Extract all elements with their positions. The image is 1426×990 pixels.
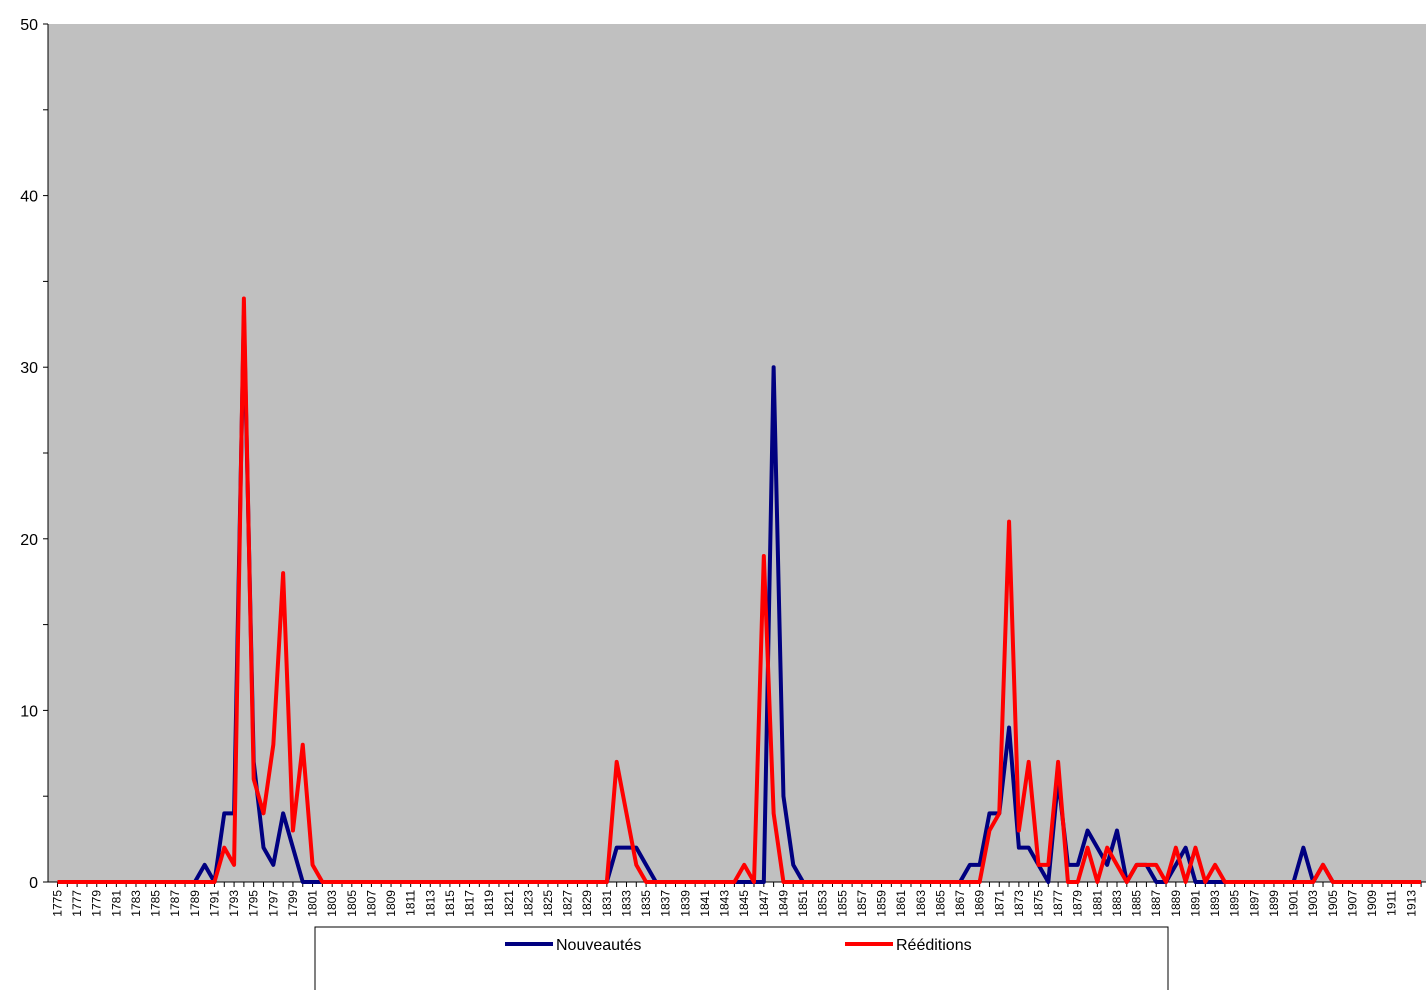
x-tick-label: 1853 xyxy=(816,890,830,917)
y-axis: 0 10 20 30 40 50 xyxy=(20,17,49,892)
x-tick-label: 1839 xyxy=(678,890,692,917)
x-tick-label: 1787 xyxy=(168,890,182,917)
x-tick-label: 1903 xyxy=(1306,890,1320,917)
x-tick-label: 1813 xyxy=(423,890,437,917)
y-tick-label: 30 xyxy=(20,360,38,377)
x-tick-label: 1831 xyxy=(600,890,614,917)
x-tick-label: 1873 xyxy=(1012,890,1026,917)
x-tick-label: 1909 xyxy=(1365,890,1379,917)
series-line-1 xyxy=(57,313,1422,884)
x-tick-label: 1905 xyxy=(1326,890,1340,917)
y-tick-label: 50 xyxy=(20,17,38,34)
x-tick-label: 1835 xyxy=(639,890,653,917)
x-tick-label: 1877 xyxy=(1051,890,1065,917)
y-tick-label: 10 xyxy=(20,703,38,720)
x-tick-label: 1791 xyxy=(207,890,221,917)
x-tick-label: 1815 xyxy=(443,890,457,917)
x-tick-label: 1777 xyxy=(70,890,84,917)
x-tick-label: 1881 xyxy=(1090,890,1104,917)
x-tick-label: 1819 xyxy=(482,890,496,917)
x-tick-label: 1855 xyxy=(835,890,849,917)
x-tick-label: 1897 xyxy=(1247,890,1261,917)
x-tick-label: 1841 xyxy=(698,890,712,917)
x-tick-label: 1867 xyxy=(953,890,967,917)
x-tick-label: 1795 xyxy=(247,890,261,917)
x-tick-label: 1889 xyxy=(1169,890,1183,917)
x-tick-label: 1857 xyxy=(855,890,869,917)
x-tick-label: 1803 xyxy=(325,890,339,917)
series-line-2 xyxy=(57,296,1422,884)
x-tick-label: 1823 xyxy=(521,890,535,917)
x-tick-label: 1893 xyxy=(1208,890,1222,917)
x-tick-label: 1851 xyxy=(796,890,810,917)
x-tick-label: 1885 xyxy=(1130,890,1144,917)
x-tick-label: 1911 xyxy=(1385,890,1399,916)
y-tick-label: 20 xyxy=(20,532,38,549)
x-tick-label: 1807 xyxy=(364,890,378,917)
x-tick-label: 1847 xyxy=(757,890,771,917)
x-axis: 1775 1777 1779 1781 1783 1785 1787 1789 1791 1793… xyxy=(48,881,1426,917)
legend-label-2: Rééditions xyxy=(896,937,972,954)
x-tick-label: 1817 xyxy=(463,890,477,917)
x-tick-label: 1895 xyxy=(1228,890,1242,917)
x-tick-label: 1845 xyxy=(737,890,751,917)
x-tick-label: 1811 xyxy=(404,890,418,916)
x-tick-label: 1801 xyxy=(306,890,320,917)
plot-area xyxy=(48,24,1426,882)
x-tick-label: 1837 xyxy=(659,890,673,917)
x-tick-label: 1775 xyxy=(51,890,65,917)
x-tick-label: 1843 xyxy=(718,890,732,917)
x-tick-label: 1879 xyxy=(1071,890,1085,917)
x-tick-label: 1871 xyxy=(992,890,1006,917)
x-tick-label: 1891 xyxy=(1188,890,1202,917)
x-tick-label: 1805 xyxy=(345,890,359,917)
x-tick-label: 1907 xyxy=(1345,890,1359,917)
x-tick-label: 1865 xyxy=(933,890,947,917)
y-tick-label: 40 xyxy=(20,189,38,206)
x-tick-label: 1887 xyxy=(1149,890,1163,917)
x-tick-label: 1913 xyxy=(1404,890,1418,917)
x-tick-label: 1779 xyxy=(90,890,104,917)
x-tick-label: 1849 xyxy=(776,890,790,917)
x-tick-label: 1783 xyxy=(129,890,143,917)
x-tick-label: 1825 xyxy=(541,890,555,917)
x-tick-label: 1809 xyxy=(384,890,398,917)
x-tick-label: 1793 xyxy=(227,890,241,917)
x-tick-label: 1869 xyxy=(973,890,987,917)
y-tick-label: 0 xyxy=(29,875,38,892)
x-tick-label: 1875 xyxy=(1032,890,1046,917)
x-tick-label: 1799 xyxy=(286,890,300,917)
x-tick-label: 1883 xyxy=(1110,890,1124,917)
x-tick-label: 1899 xyxy=(1267,890,1281,917)
x-tick-label: 1789 xyxy=(188,890,202,917)
x-tick-label: 1785 xyxy=(149,890,163,917)
x-tick-label: 1863 xyxy=(914,890,928,917)
legend-label-1: Nouveautés xyxy=(556,937,641,954)
legend: Nouveautés Rééditions xyxy=(314,926,1169,990)
x-tick-label: 1829 xyxy=(580,890,594,917)
x-tick-label: 1859 xyxy=(875,890,889,917)
x-tick-label: 1901 xyxy=(1287,890,1301,917)
x-tick-label: 1861 xyxy=(894,890,908,917)
x-tick-label: 1833 xyxy=(619,890,633,917)
series-layer xyxy=(57,296,1422,884)
legend-box xyxy=(314,926,1169,990)
x-tick-label: 1827 xyxy=(561,890,575,917)
x-tick-label: 1797 xyxy=(266,890,280,917)
x-tick-label: 1781 xyxy=(109,890,123,917)
x-tick-label: 1821 xyxy=(502,890,516,917)
